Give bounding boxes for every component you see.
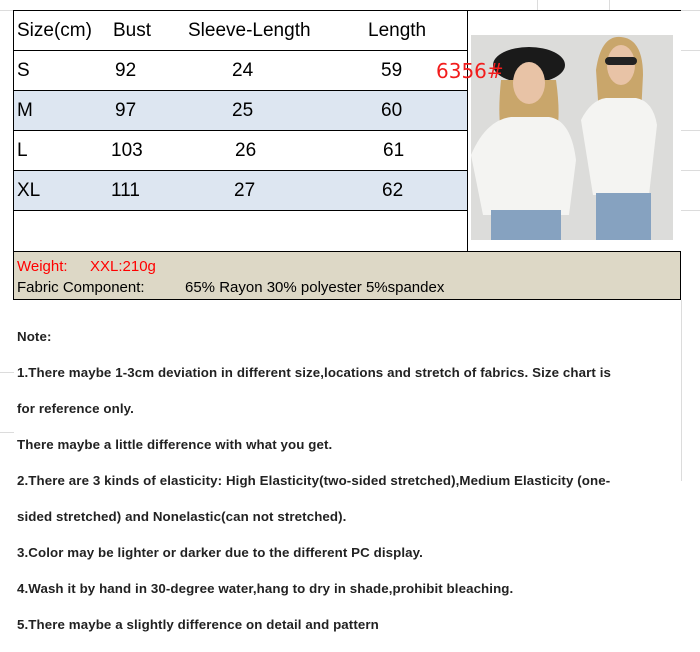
cell-sleeve: 25 <box>232 100 254 121</box>
header-size: Size(cm) <box>17 20 92 41</box>
header-sleeve-length: Sleeve-Length <box>188 20 311 41</box>
weight-label: Weight: <box>17 258 68 275</box>
gridline <box>537 0 538 10</box>
product-info-band: Weight: XXL:210g Fabric Component: 65% R… <box>14 251 680 299</box>
gridline <box>681 300 682 481</box>
fabric-value: 65% Rayon 30% polyester 5%spandex <box>185 279 445 296</box>
table-row: S 92 24 59 <box>14 51 467 91</box>
note-line: 5.There maybe a slightly difference on d… <box>17 617 379 632</box>
cell-sleeve: 27 <box>234 180 256 201</box>
gridline <box>609 0 610 10</box>
fabric-label: Fabric Component: <box>17 279 145 296</box>
note-line: for reference only. <box>17 401 134 416</box>
note-line: There maybe a little difference with wha… <box>17 437 333 452</box>
size-chart-table: Size(cm) Bust Sleeve-Length Length S 92 … <box>13 10 681 300</box>
cell-length: 62 <box>382 180 404 201</box>
cell-sleeve: 24 <box>232 60 254 81</box>
cell-size: S <box>17 60 30 81</box>
cell-bust: 97 <box>115 100 137 121</box>
note-line: 1.There maybe 1-3cm deviation in differe… <box>17 365 611 380</box>
cell-bust: 111 <box>111 180 140 201</box>
note-line: 2.There are 3 kinds of elasticity: High … <box>17 473 611 488</box>
cell-length: 60 <box>381 100 403 121</box>
product-photo <box>471 35 673 240</box>
header-row: Size(cm) Bust Sleeve-Length Length <box>14 11 467 51</box>
cell-bust: 92 <box>115 60 137 81</box>
cell-size: M <box>17 100 33 121</box>
notes-section: Note: 1.There maybe 1-3cm deviation in d… <box>17 310 611 652</box>
product-sku: 6356# <box>436 59 504 83</box>
weight-value: XXL:210g <box>90 258 156 275</box>
header-bust: Bust <box>113 20 152 41</box>
note-line: 4.Wash it by hand in 30-degree water,han… <box>17 581 514 596</box>
cell-size: XL <box>17 180 41 201</box>
table-row: M 97 25 60 <box>14 91 467 131</box>
gridline <box>681 50 700 51</box>
header-length: Length <box>368 20 427 41</box>
gridline <box>681 130 700 131</box>
note-heading: Note: <box>17 329 52 344</box>
note-line: sided stretched) and Nonelastic(can not … <box>17 509 347 524</box>
table-row: XL 111 27 62 <box>14 171 467 211</box>
gridline <box>681 210 700 211</box>
cell-length: 59 <box>381 60 403 81</box>
note-line: 3.Color may be lighter or darker due to … <box>17 545 423 560</box>
product-image-cell <box>467 11 681 251</box>
cell-length: 61 <box>383 140 405 161</box>
gridline <box>681 170 700 171</box>
cell-size: L <box>17 140 28 161</box>
cell-sleeve: 26 <box>235 140 257 161</box>
table-row: L 103 26 61 <box>14 131 467 171</box>
gridline <box>0 372 14 373</box>
cell-bust: 103 <box>111 140 143 161</box>
gridline <box>0 432 14 433</box>
